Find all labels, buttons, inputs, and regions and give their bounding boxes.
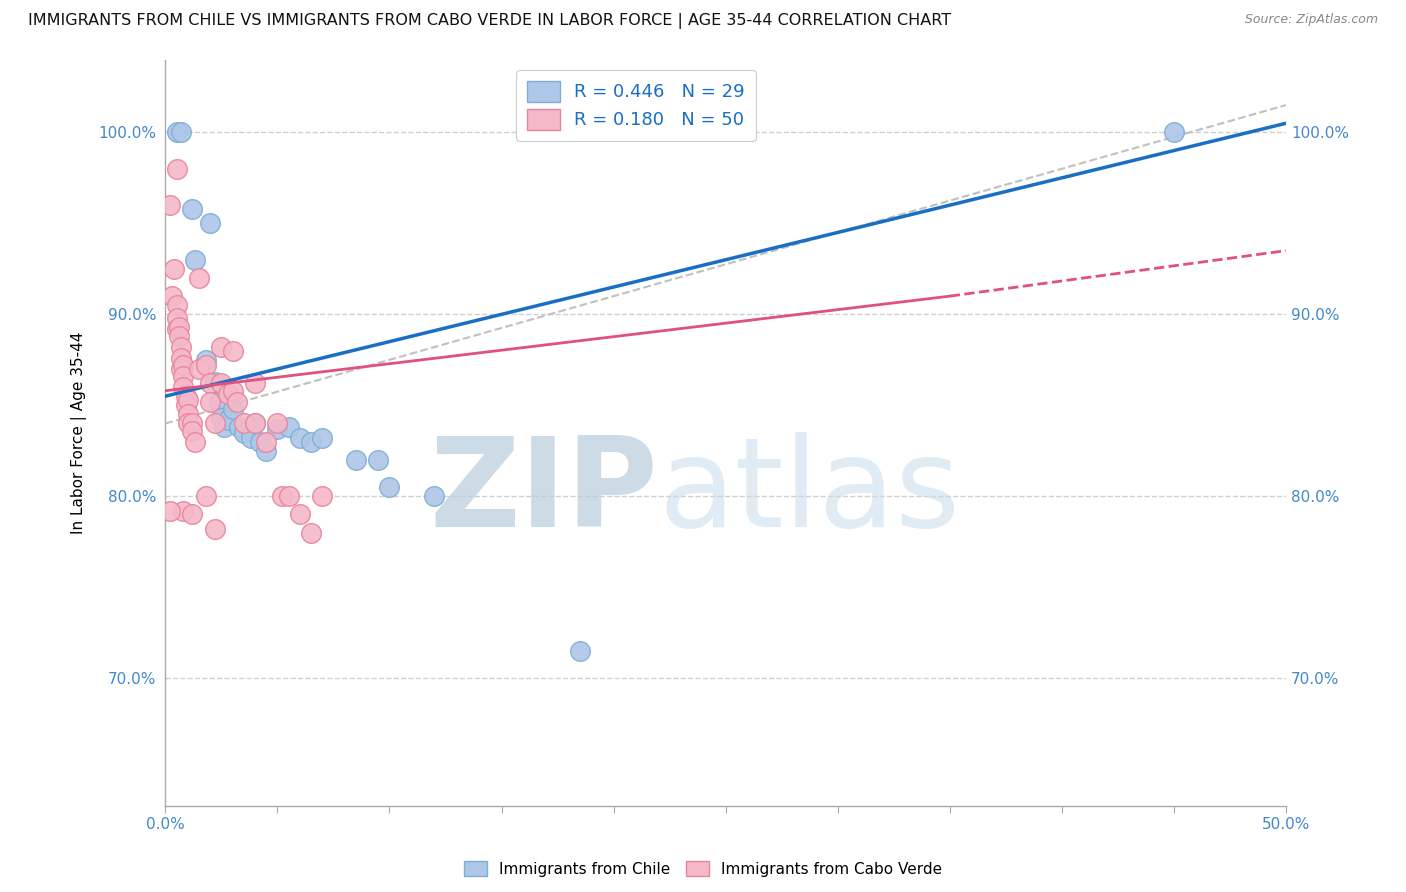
Point <box>204 417 226 431</box>
Point <box>249 434 271 449</box>
Point <box>188 271 211 285</box>
Point <box>181 417 204 431</box>
Point <box>172 369 194 384</box>
Point <box>183 434 205 449</box>
Point <box>217 413 239 427</box>
Point <box>188 362 211 376</box>
Legend: R = 0.446   N = 29, R = 0.180   N = 50: R = 0.446 N = 29, R = 0.180 N = 50 <box>516 70 755 141</box>
Point <box>266 417 288 431</box>
Point <box>232 425 254 440</box>
Point <box>378 480 401 494</box>
Point <box>159 504 181 518</box>
Point <box>166 310 188 325</box>
Point <box>183 252 205 267</box>
Point <box>277 489 299 503</box>
Point <box>174 389 197 403</box>
Legend: Immigrants from Chile, Immigrants from Cabo Verde: Immigrants from Chile, Immigrants from C… <box>457 853 949 884</box>
Point <box>181 202 204 216</box>
Text: ZIP: ZIP <box>430 432 658 553</box>
Point <box>209 340 232 354</box>
Point <box>166 322 188 336</box>
Point <box>194 489 217 503</box>
Point <box>194 352 217 367</box>
Point <box>177 408 200 422</box>
Point <box>172 380 194 394</box>
Point <box>167 320 190 334</box>
Point <box>208 394 231 409</box>
Text: IMMIGRANTS FROM CHILE VS IMMIGRANTS FROM CABO VERDE IN LABOR FORCE | AGE 35-44 C: IMMIGRANTS FROM CHILE VS IMMIGRANTS FROM… <box>28 13 952 29</box>
Point <box>174 398 197 412</box>
Point <box>177 417 200 431</box>
Point <box>172 504 194 518</box>
Point <box>200 376 222 391</box>
Point <box>167 329 190 343</box>
Point <box>200 394 222 409</box>
Point <box>243 376 266 391</box>
Point <box>299 525 322 540</box>
Point <box>277 420 299 434</box>
Point <box>181 508 204 522</box>
Point <box>569 644 592 658</box>
Y-axis label: In Labor Force | Age 35-44: In Labor Force | Age 35-44 <box>72 332 87 533</box>
Point <box>166 298 188 312</box>
Point <box>170 340 193 354</box>
Point <box>221 343 243 358</box>
Point <box>226 394 249 409</box>
Point <box>228 420 250 434</box>
Point <box>254 434 277 449</box>
Point <box>204 522 226 536</box>
Point <box>239 431 262 445</box>
Point <box>243 417 266 431</box>
Point <box>254 443 277 458</box>
Point <box>299 434 322 449</box>
Point <box>170 362 193 376</box>
Point <box>159 198 181 212</box>
Point <box>266 422 288 436</box>
Point <box>221 384 243 398</box>
Point <box>232 417 254 431</box>
Point <box>170 125 193 139</box>
Point <box>194 359 217 373</box>
Point <box>209 376 232 391</box>
Point <box>288 431 311 445</box>
Point <box>181 424 204 438</box>
Point <box>177 392 200 407</box>
Point <box>367 453 389 467</box>
Point <box>1163 125 1185 139</box>
Point <box>209 411 232 425</box>
Point <box>204 375 226 389</box>
Point <box>311 431 333 445</box>
Point <box>344 453 367 467</box>
Point <box>288 508 311 522</box>
Point <box>221 401 243 416</box>
Point <box>423 489 446 503</box>
Point <box>172 359 194 373</box>
Point <box>160 289 183 303</box>
Point <box>212 420 235 434</box>
Point <box>271 489 294 503</box>
Point <box>243 417 266 431</box>
Point <box>217 387 239 401</box>
Text: atlas: atlas <box>658 432 960 553</box>
Point <box>311 489 333 503</box>
Point <box>166 125 188 139</box>
Text: Source: ZipAtlas.com: Source: ZipAtlas.com <box>1244 13 1378 27</box>
Point <box>166 161 188 176</box>
Point <box>200 216 222 230</box>
Point <box>170 351 193 365</box>
Point <box>163 261 186 276</box>
